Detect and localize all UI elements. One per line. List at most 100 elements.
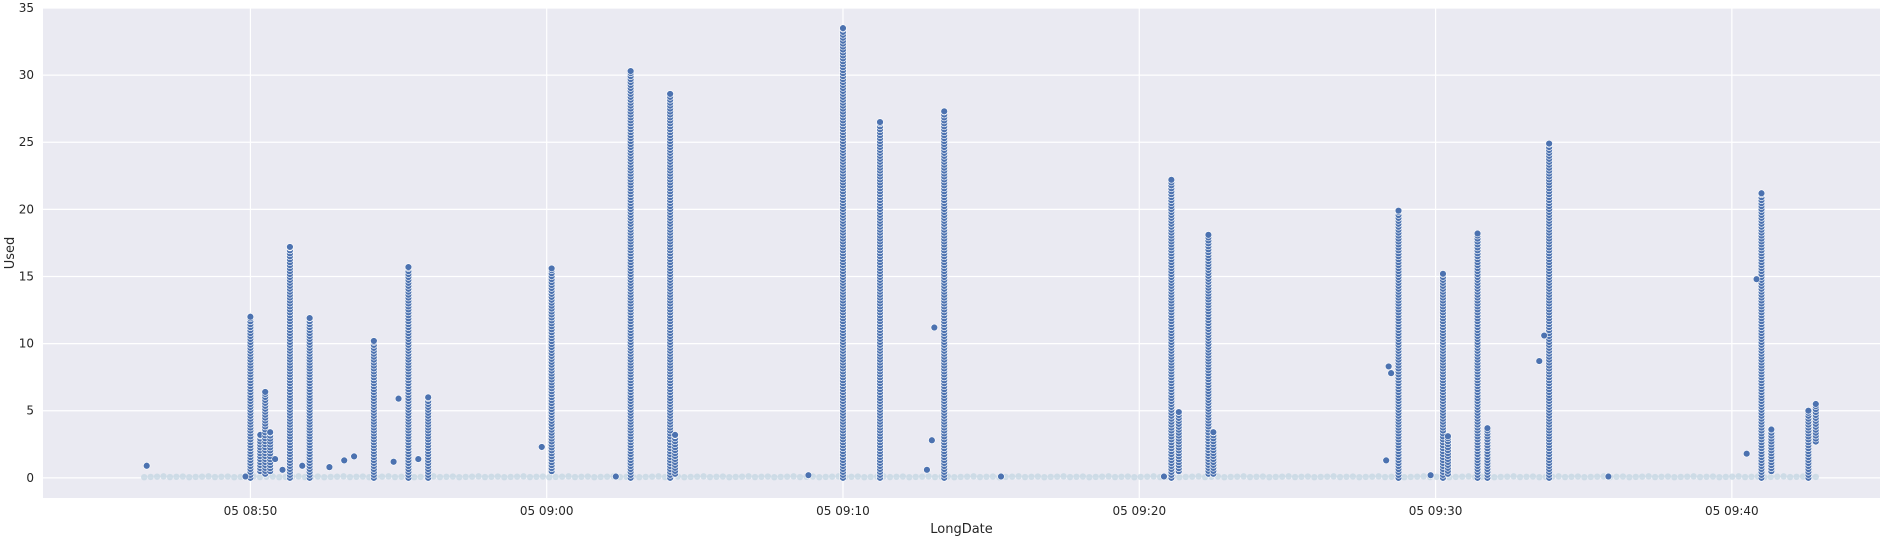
baseline-point bbox=[1581, 473, 1588, 481]
baseline-point bbox=[1452, 473, 1459, 481]
baseline-point bbox=[1677, 473, 1684, 481]
baseline-point bbox=[1246, 473, 1254, 481]
baseline-point bbox=[552, 473, 559, 481]
data-point bbox=[1394, 207, 1403, 215]
baseline-point bbox=[1195, 473, 1202, 480]
y-tick-label: 30 bbox=[19, 68, 34, 82]
baseline-point bbox=[783, 473, 791, 480]
baseline-point bbox=[1272, 473, 1279, 481]
baseline-point bbox=[1786, 473, 1794, 481]
baseline-point bbox=[1233, 473, 1241, 480]
baseline-point bbox=[1516, 473, 1524, 481]
baseline-point bbox=[906, 473, 913, 481]
y-tick-label: 35 bbox=[19, 1, 34, 15]
baseline-point bbox=[166, 473, 174, 481]
data-point bbox=[666, 90, 674, 98]
baseline-point bbox=[513, 473, 521, 480]
baseline-point bbox=[160, 473, 167, 480]
baseline-point bbox=[1459, 473, 1466, 480]
baseline-point bbox=[1709, 473, 1717, 480]
baseline-point bbox=[1658, 473, 1665, 480]
baseline-point bbox=[989, 473, 997, 480]
baseline-point bbox=[153, 473, 161, 480]
baseline-point bbox=[1150, 473, 1157, 480]
baseline-point bbox=[1034, 473, 1042, 480]
baseline-point bbox=[449, 473, 457, 480]
baseline-point bbox=[1561, 473, 1569, 481]
baseline-point bbox=[231, 473, 238, 481]
data-point bbox=[1483, 424, 1492, 432]
baseline-point bbox=[494, 473, 502, 480]
baseline-point bbox=[333, 473, 341, 480]
baseline-point bbox=[462, 473, 469, 481]
baseline-point bbox=[1323, 473, 1331, 480]
baseline-point bbox=[771, 473, 778, 481]
data-point bbox=[1167, 176, 1176, 184]
baseline-point bbox=[790, 473, 797, 480]
y-axis-label: Used bbox=[3, 237, 18, 270]
baseline-point bbox=[1613, 473, 1620, 480]
baseline-point bbox=[507, 473, 514, 481]
baseline-point bbox=[1729, 473, 1736, 480]
baseline-point bbox=[340, 473, 347, 480]
baseline-point bbox=[198, 473, 206, 480]
baseline-point bbox=[346, 473, 354, 481]
baseline-point bbox=[1105, 473, 1112, 480]
data-point bbox=[1426, 471, 1435, 479]
baseline-point bbox=[1343, 473, 1350, 480]
data-point bbox=[143, 462, 151, 470]
data-point bbox=[671, 431, 679, 439]
baseline-point bbox=[1491, 473, 1498, 481]
baseline-point bbox=[642, 473, 649, 481]
baseline-point bbox=[1690, 473, 1697, 480]
baseline-point bbox=[726, 473, 733, 481]
baseline-point bbox=[1703, 473, 1710, 480]
plot-background bbox=[43, 8, 1880, 498]
baseline-point bbox=[1124, 473, 1132, 480]
baseline-point bbox=[1356, 473, 1363, 481]
baseline-point bbox=[436, 473, 444, 481]
baseline-point bbox=[886, 473, 894, 481]
baseline-point bbox=[983, 473, 990, 480]
baseline-point bbox=[828, 473, 836, 480]
baseline-point bbox=[925, 473, 932, 480]
baseline-point bbox=[1529, 473, 1537, 480]
baseline-point bbox=[1381, 473, 1389, 481]
baseline-point bbox=[1671, 473, 1678, 481]
baseline-point bbox=[706, 473, 714, 481]
baseline-point bbox=[141, 473, 148, 481]
x-tick-label: 05 09:00 bbox=[520, 504, 574, 518]
baseline-point bbox=[732, 473, 739, 481]
baseline-point bbox=[1799, 473, 1807, 480]
baseline-point bbox=[1291, 473, 1299, 481]
baseline-point bbox=[1696, 473, 1704, 481]
baseline-point bbox=[1504, 473, 1511, 480]
data-point bbox=[547, 264, 556, 273]
data-point bbox=[325, 463, 334, 471]
baseline-point bbox=[1079, 473, 1087, 480]
data-point bbox=[1742, 449, 1751, 458]
data-point bbox=[1175, 408, 1183, 416]
baseline-point bbox=[565, 473, 572, 480]
data-point bbox=[804, 471, 813, 479]
baseline-point bbox=[533, 473, 540, 480]
baseline-point bbox=[1086, 473, 1093, 481]
baseline-point bbox=[758, 473, 765, 480]
data-point bbox=[923, 466, 931, 474]
baseline-point bbox=[378, 473, 386, 480]
data-point bbox=[1812, 400, 1820, 408]
baseline-point bbox=[1401, 473, 1408, 481]
data-point bbox=[928, 436, 936, 444]
baseline-point bbox=[1053, 473, 1061, 480]
baseline-point bbox=[591, 473, 598, 481]
baseline-point bbox=[1118, 473, 1125, 480]
baseline-point bbox=[192, 473, 199, 481]
baseline-point bbox=[1639, 473, 1646, 480]
baseline-point bbox=[893, 473, 900, 480]
baseline-point bbox=[1420, 473, 1427, 480]
baseline-point bbox=[1311, 473, 1318, 481]
baseline-point bbox=[571, 473, 579, 481]
baseline-point bbox=[1735, 473, 1742, 480]
baseline-point bbox=[1137, 473, 1144, 481]
